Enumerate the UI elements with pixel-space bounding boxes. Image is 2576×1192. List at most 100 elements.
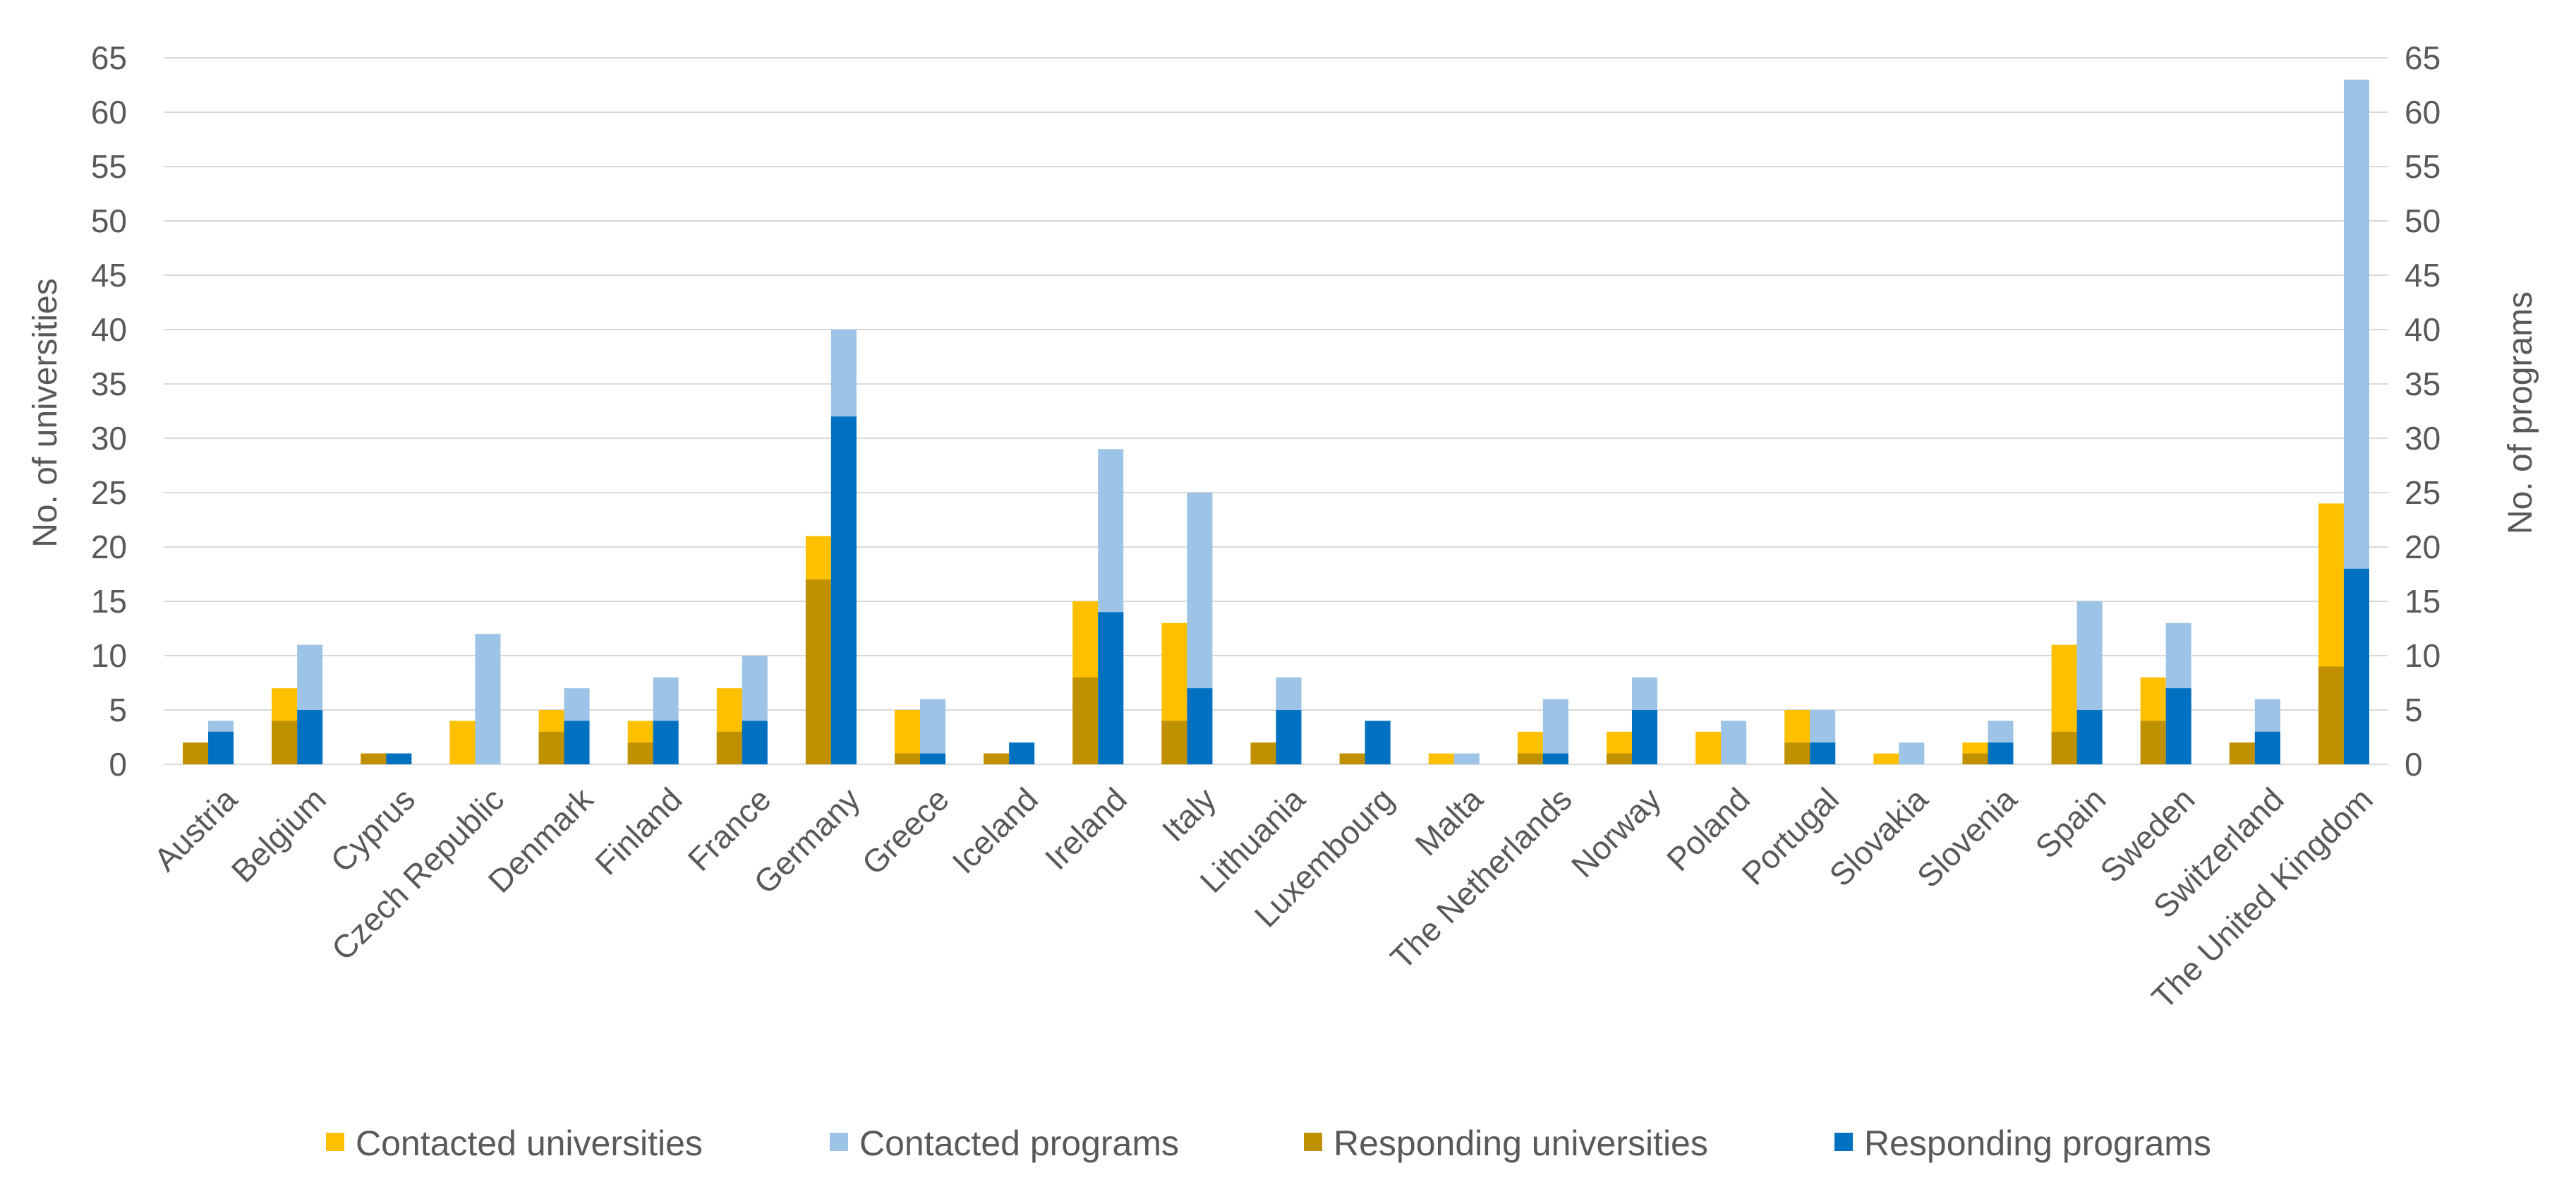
left-tick-label: 55 xyxy=(91,148,127,185)
bar-responding-programs-france xyxy=(742,721,768,764)
bar-responding-universities-switzerland xyxy=(2229,742,2255,764)
bar-responding-universities-ireland xyxy=(1072,677,1099,764)
left-tick-label: 40 xyxy=(91,311,127,348)
category-label: Spain xyxy=(2028,781,2112,865)
bar-responding-programs-portugal xyxy=(1810,742,1836,764)
right-tick-label: 45 xyxy=(2405,257,2441,294)
bar-responding-programs-greece xyxy=(920,753,946,764)
bar-responding-universities-cyprus xyxy=(361,753,387,764)
bar-responding-programs-italy xyxy=(1187,688,1213,764)
bar-contacted-universities-czech-republic xyxy=(449,721,476,764)
right-tick-label: 65 xyxy=(2405,40,2441,76)
bar-responding-universities-iceland xyxy=(984,753,1010,764)
bar-responding-universities-italy xyxy=(1161,721,1187,764)
right-tick-label: 5 xyxy=(2405,692,2423,728)
right-tick-label: 0 xyxy=(2405,746,2423,783)
bar-responding-programs-slovenia xyxy=(1988,742,2014,764)
bar-responding-programs-finland xyxy=(653,721,679,764)
right-tick-label: 35 xyxy=(2405,366,2441,402)
right-tick-label: 55 xyxy=(2405,148,2441,185)
left-tick-label: 20 xyxy=(91,529,127,565)
bar-responding-universities-luxembourg xyxy=(1339,753,1365,764)
bar-responding-programs-the-netherlands xyxy=(1542,753,1568,764)
right-tick-label: 25 xyxy=(2405,474,2441,511)
bar-contacted-universities-malta xyxy=(1428,753,1454,764)
bar-contacted-programs-czech-republic xyxy=(475,634,501,764)
bar-contacted-programs-slovakia xyxy=(1899,742,1925,764)
legend-label: Contacted universities xyxy=(356,1124,703,1163)
bar-responding-programs-austria xyxy=(208,731,234,764)
category-label: Italy xyxy=(1155,781,1223,848)
right-axis-title: No. of programs xyxy=(2502,291,2539,534)
gridlines xyxy=(164,57,2388,765)
right-tick-label: 10 xyxy=(2405,637,2441,674)
legend: Contacted universities Contacted programs… xyxy=(326,1124,2211,1163)
bar-responding-universities-belgium xyxy=(272,721,298,764)
legend-swatch xyxy=(830,1133,848,1151)
bar-responding-programs-germany xyxy=(830,416,857,764)
right-tick-label: 50 xyxy=(2405,203,2441,239)
left-tick-label: 50 xyxy=(91,203,127,239)
category-label: Ireland xyxy=(1038,781,1134,877)
bar-responding-programs-sweden xyxy=(2165,688,2191,764)
bar-responding-universities-lithuania xyxy=(1250,742,1276,764)
legend-label: Responding programs xyxy=(1864,1124,2211,1163)
category-label: Malta xyxy=(1408,781,1490,863)
bar-responding-universities-denmark xyxy=(538,731,564,764)
left-tick-label: 35 xyxy=(91,366,127,402)
legend-swatch xyxy=(326,1133,344,1151)
bar-responding-universities-austria xyxy=(183,742,209,764)
bar-responding-universities-slovenia xyxy=(1962,753,1988,764)
category-label: Belgium xyxy=(224,781,333,889)
right-tick-label: 15 xyxy=(2405,583,2441,620)
left-axis-title: No. of universities xyxy=(27,278,64,548)
bar-responding-universities-finland xyxy=(627,742,653,764)
category-label: Iceland xyxy=(945,781,1045,881)
right-tick-label: 30 xyxy=(2405,420,2441,457)
bar-contacted-universities-slovakia xyxy=(1873,753,1899,764)
left-tick-label: 25 xyxy=(91,474,127,511)
bar-responding-universities-norway xyxy=(1606,753,1632,764)
bar-responding-programs-spain xyxy=(2076,710,2103,764)
bar-responding-universities-spain xyxy=(2051,731,2077,764)
left-tick-label: 15 xyxy=(91,583,127,620)
bar-contacted-universities-poland xyxy=(1695,731,1722,764)
bar-responding-programs-the-united-kingdom xyxy=(2343,568,2369,764)
bar-contacted-programs-poland xyxy=(1721,721,1747,764)
bar-responding-universities-france xyxy=(716,731,742,764)
bar-responding-universities-germany xyxy=(805,579,831,764)
legend-swatch xyxy=(1834,1133,1853,1151)
right-tick-label: 60 xyxy=(2405,94,2441,131)
right-tick-label: 20 xyxy=(2405,529,2441,565)
bar-contacted-programs-malta xyxy=(1453,753,1480,764)
category-label: Greece xyxy=(854,781,955,881)
bars xyxy=(183,79,2369,765)
bar-responding-universities-the-united-kingdom xyxy=(2318,666,2344,764)
bar-responding-programs-ireland xyxy=(1098,612,1124,764)
legend-label: Contacted programs xyxy=(859,1124,1179,1163)
right-axis-ticks: 0 5 10 15 20 25 30 35 40 45 50 55 60 65 xyxy=(2405,40,2441,783)
left-tick-label: 45 xyxy=(91,257,127,294)
legend-swatch xyxy=(1304,1133,1322,1151)
bar-responding-universities-greece xyxy=(895,753,921,764)
bar-responding-programs-cyprus xyxy=(386,753,412,764)
bar-responding-programs-luxembourg xyxy=(1365,721,1391,764)
category-label: Norway xyxy=(1564,781,1668,884)
bar-responding-universities-the-netherlands xyxy=(1517,753,1543,764)
left-tick-label: 0 xyxy=(109,746,127,783)
category-label: Finland xyxy=(588,781,689,881)
left-tick-label: 65 xyxy=(91,40,127,76)
left-tick-label: 30 xyxy=(91,420,127,457)
left-tick-label: 10 xyxy=(91,637,127,674)
bar-responding-programs-norway xyxy=(1631,710,1657,764)
bar-responding-programs-denmark xyxy=(564,721,590,764)
left-tick-label: 5 xyxy=(109,692,127,728)
bar-responding-universities-portugal xyxy=(1784,742,1810,764)
bar-responding-programs-iceland xyxy=(1009,742,1035,764)
right-tick-label: 40 xyxy=(2405,311,2441,348)
legend-label: Responding universities xyxy=(1334,1124,1708,1163)
bar-responding-programs-belgium xyxy=(297,710,323,764)
bar-responding-universities-sweden xyxy=(2140,721,2166,764)
